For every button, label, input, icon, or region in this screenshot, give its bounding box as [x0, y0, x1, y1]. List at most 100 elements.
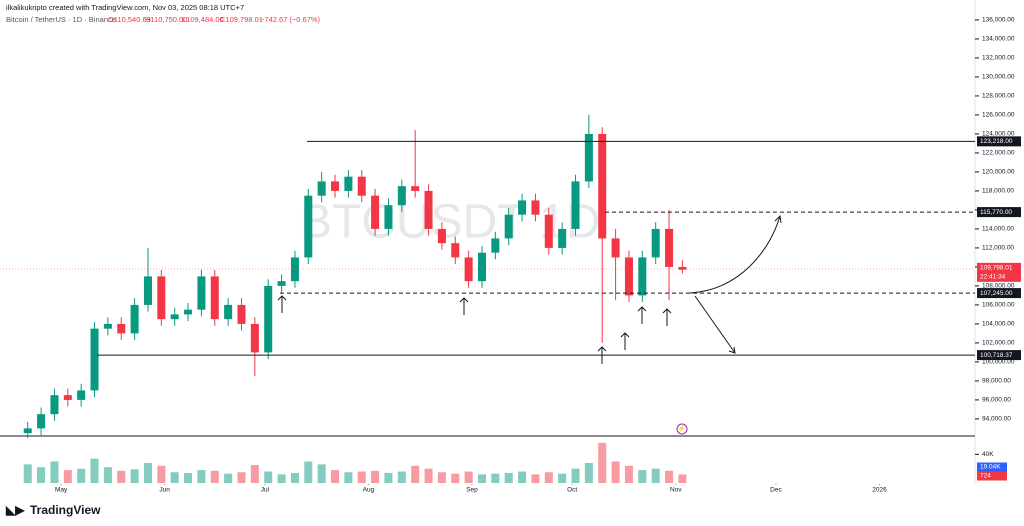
candle-body [157, 276, 166, 320]
volume-bar [63, 470, 72, 483]
countdown: 22:41:34 [980, 274, 1006, 281]
candle-body [90, 328, 99, 391]
candle-body [103, 323, 112, 329]
y-tick-label: 130,000.00 [982, 74, 1015, 81]
y-tick-label: 98,000.00 [982, 378, 1011, 385]
candle-body [678, 266, 687, 270]
volume-bar [651, 468, 660, 483]
volume-bar [331, 470, 340, 483]
ohlc-change: −742.67 (−0.67%) [260, 15, 321, 24]
candle-body [130, 304, 139, 334]
volume-bar [277, 474, 286, 483]
volume-bar [584, 462, 593, 483]
candle-body [491, 238, 500, 253]
level-label-bg [977, 288, 1021, 299]
candle-body [477, 252, 486, 282]
volume-bar [464, 471, 473, 483]
v-tick-label: 40K [982, 451, 994, 458]
last-price-bg [977, 262, 1021, 282]
credit: ilkalikukripto created with TradingView.… [6, 3, 244, 12]
volume-label-bg [977, 462, 1007, 472]
level-label: 115,770.00 [980, 209, 1012, 216]
volume-bar [90, 458, 99, 483]
event-icon[interactable] [676, 423, 688, 435]
candle-body [397, 186, 406, 206]
volume-bar [157, 465, 166, 483]
volume-bar [317, 464, 326, 483]
candle-body [464, 257, 473, 282]
candle-body [264, 285, 273, 353]
volume-bar [411, 465, 420, 483]
volume-bar [184, 472, 193, 483]
y-tick-label: 96,000.00 [982, 397, 1011, 404]
level-label-bg [977, 136, 1021, 147]
level-label: 107,245.00 [980, 290, 1013, 297]
candle-body [437, 228, 446, 244]
y-tick-label: 120,000.00 [982, 169, 1015, 176]
volume-bar [371, 470, 380, 483]
y-tick-label: 122,000.00 [982, 150, 1015, 157]
candle-body [50, 395, 59, 415]
candle-body [531, 200, 540, 215]
volume-bar [237, 472, 246, 483]
candle-body [63, 395, 72, 400]
volume-bar [77, 468, 86, 483]
volume-bar [397, 471, 406, 483]
volume-bar [665, 470, 674, 483]
candle-body [357, 176, 366, 196]
x-tick-label: 2026 [872, 487, 887, 494]
y-tick-label: 126,000.00 [982, 112, 1015, 119]
volume-bar [170, 472, 179, 483]
volume-bar [424, 468, 433, 483]
watermark: BTCUSDT 1D [300, 196, 601, 249]
volume-bar [210, 470, 219, 483]
candle-body [571, 181, 580, 229]
y-tick-label: 124,000.00 [982, 131, 1015, 138]
x-tick-label: May [55, 487, 68, 494]
volume-bar [143, 462, 152, 483]
volume-bar [531, 474, 540, 483]
candle-body [598, 133, 607, 239]
event-icon-glyph: ⚡ [678, 425, 685, 433]
y-tick-label: 132,000.00 [982, 55, 1015, 62]
y-tick-label: 100,000.00 [982, 359, 1015, 366]
candle-body [184, 309, 193, 315]
y-tick-label: 112,000.00 [982, 245, 1014, 252]
logo-icon: ◣▶ [5, 503, 25, 517]
candle-body [317, 181, 326, 196]
candle-body [558, 228, 567, 248]
volume-bar [130, 469, 139, 483]
volume-bar [117, 470, 126, 483]
candle-body [23, 428, 32, 434]
candle-body [197, 276, 206, 310]
volume-label-bg [977, 471, 1007, 481]
candle-body [344, 176, 353, 191]
x-tick-label: Dec [770, 487, 782, 494]
candle-body [331, 181, 340, 191]
level-label-bg [977, 350, 1021, 361]
volume-bar [224, 473, 233, 483]
volume-bar [264, 471, 273, 483]
volume-bar [37, 467, 46, 483]
last-price-label: 109,798.01 [980, 265, 1013, 272]
y-tick-label: 94,000.00 [982, 416, 1011, 423]
candle-body [210, 276, 219, 320]
candle-body [424, 190, 433, 229]
y-tick-label: 114,000.00 [982, 226, 1014, 233]
candle-body [638, 257, 647, 296]
volume-bar [491, 473, 500, 483]
x-tick-label: Aug [363, 487, 375, 494]
x-tick-label: Jun [159, 487, 170, 494]
volume-bar [451, 473, 460, 483]
volume-bar [611, 461, 620, 483]
candle-body [518, 200, 527, 215]
candle-body [371, 195, 380, 229]
volume-bar [357, 471, 366, 483]
candle-body [77, 390, 86, 400]
candle-body [611, 238, 620, 258]
volume-bar [558, 473, 567, 483]
y-tick-label: 108,000.00 [982, 283, 1015, 290]
volume-bar [437, 472, 446, 483]
candle-body [170, 314, 179, 320]
